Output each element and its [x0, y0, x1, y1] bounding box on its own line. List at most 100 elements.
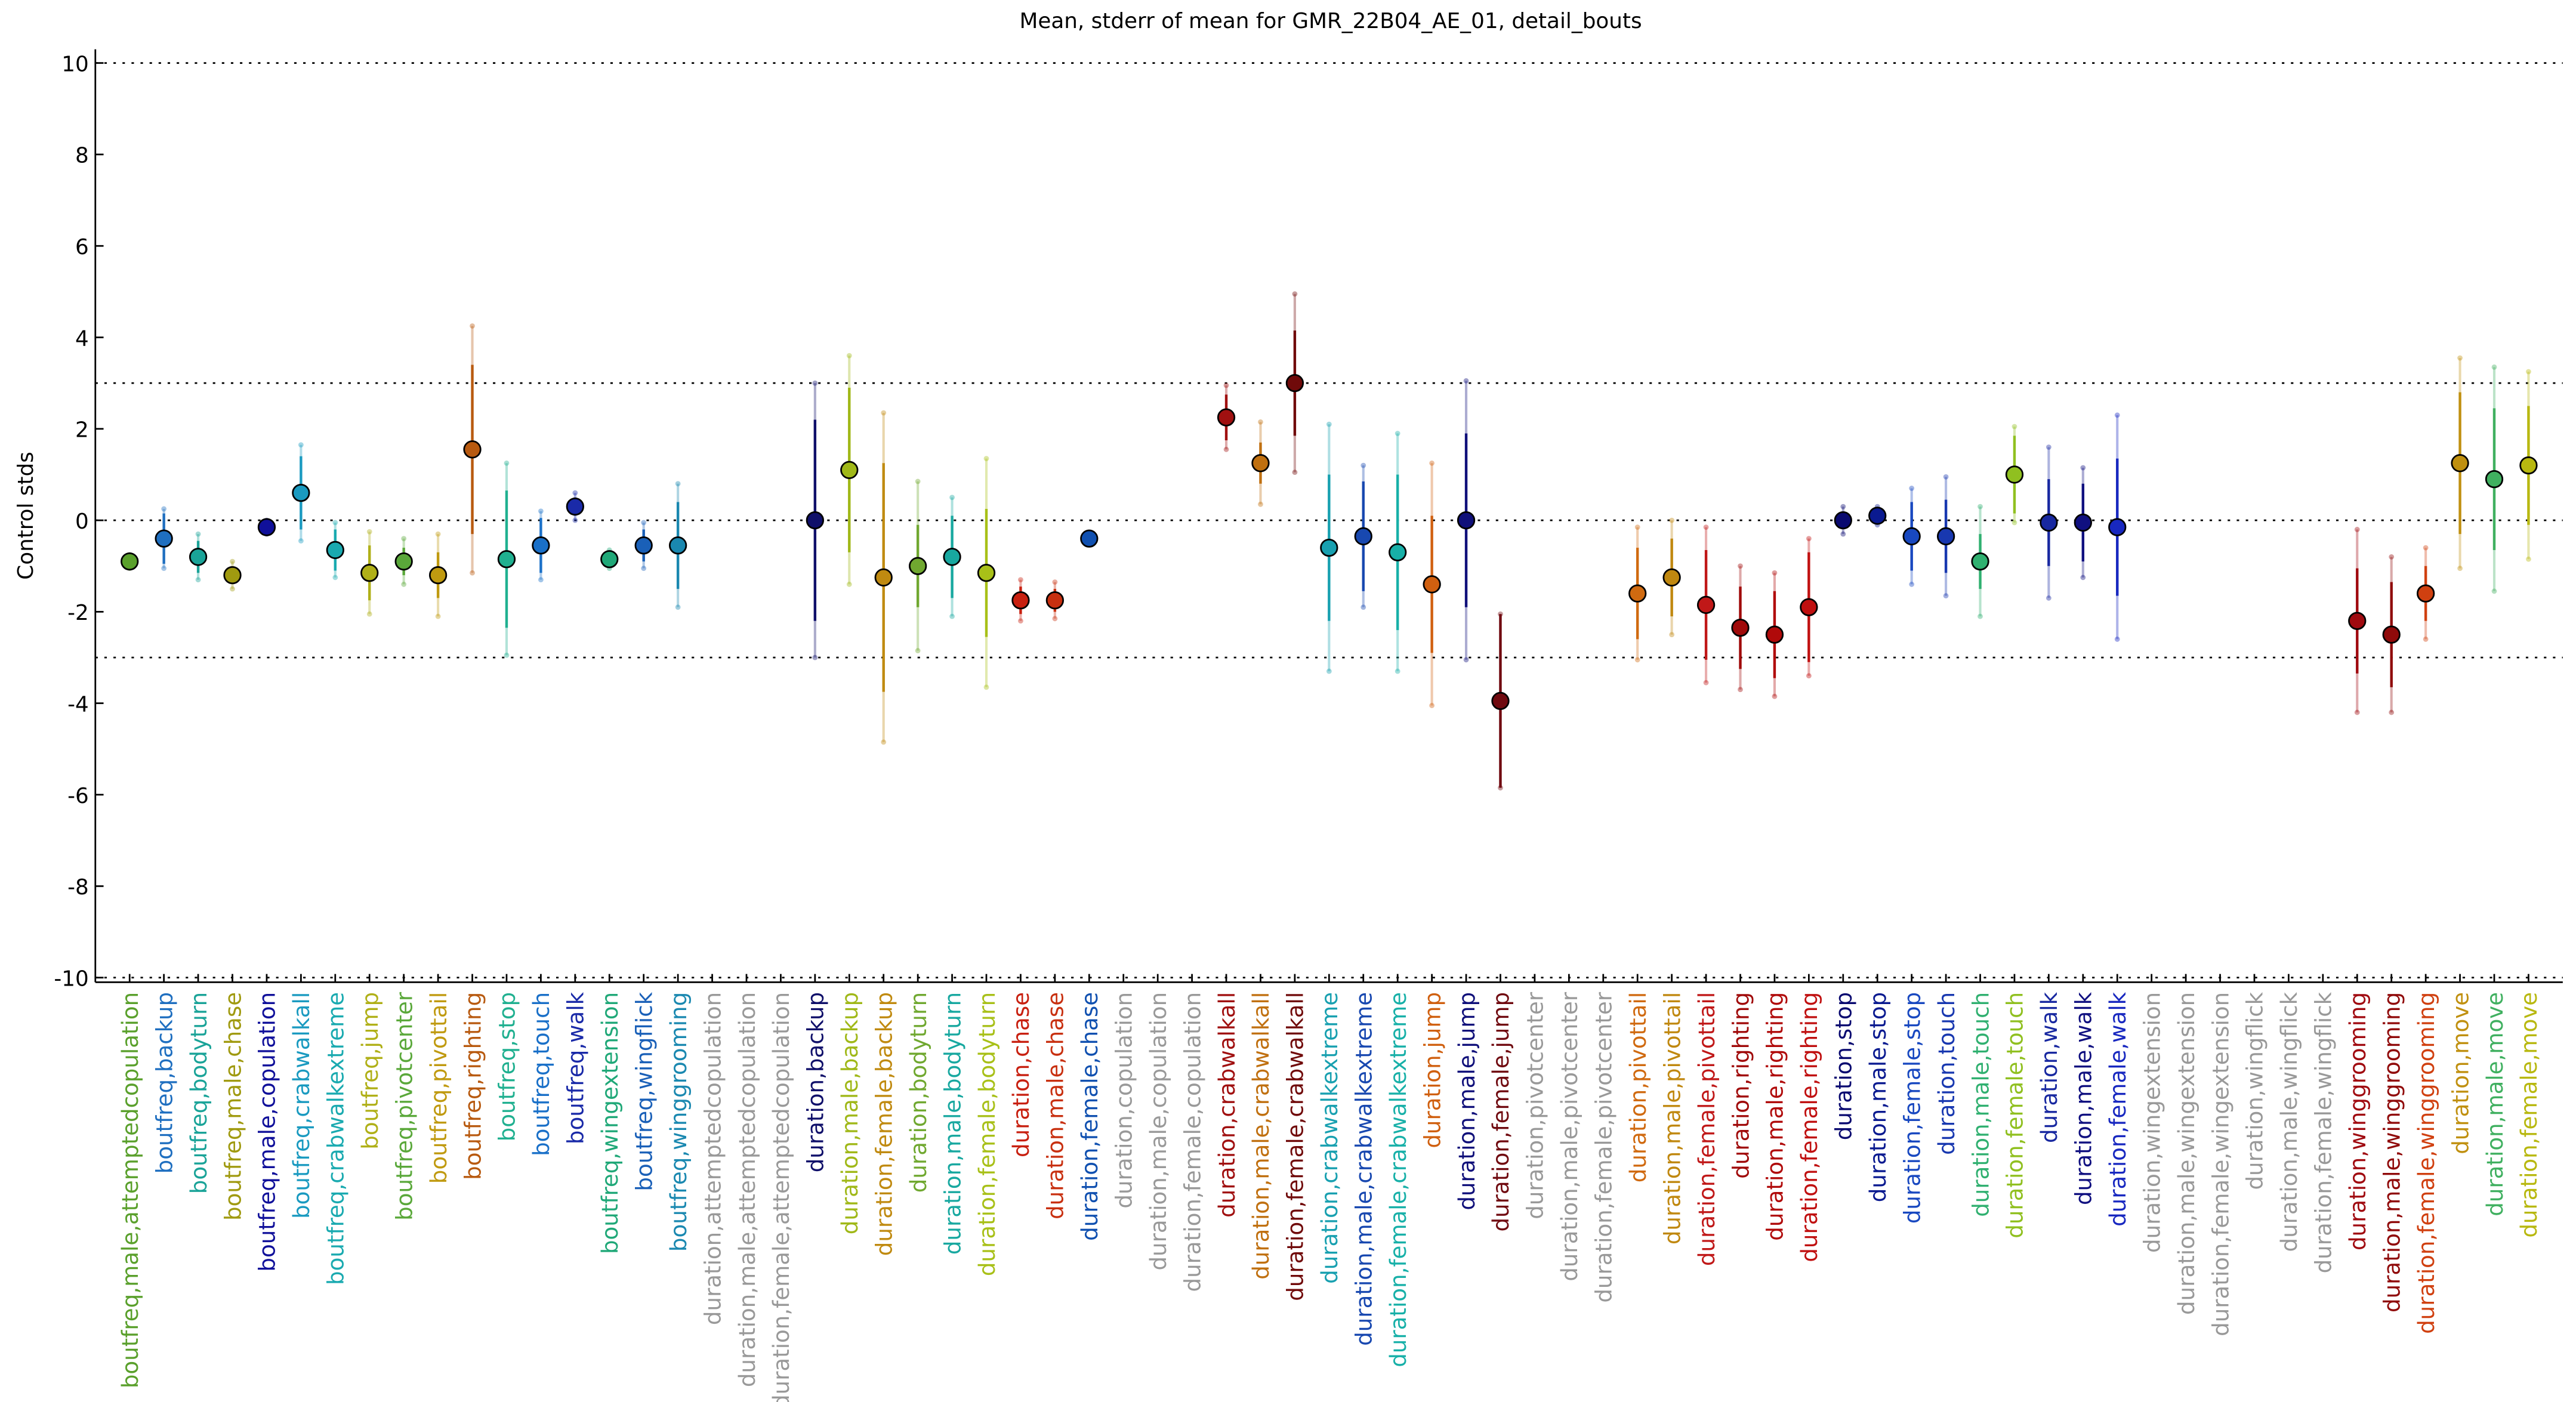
x-tick-label: boutfreq,pivotcenter	[391, 992, 417, 1221]
mean-marker	[1354, 527, 1372, 546]
x-tick-label: duration,male,copulation	[1146, 992, 1171, 1271]
mean-marker	[360, 564, 379, 582]
mean-marker	[2485, 470, 2504, 489]
x-tick-label: duration,copulation	[1112, 992, 1137, 1209]
x-tick-label: duration,jump	[1420, 992, 1445, 1148]
outer-error-cap	[1326, 421, 1332, 427]
x-tick-label: duration,female,crabwalkextreme	[1386, 992, 1411, 1367]
x-tick-label: boutfreq,crabwalkextreme	[323, 992, 349, 1285]
outer-error-cap	[2389, 709, 2395, 715]
outer-error-cap	[949, 613, 955, 619]
mean-marker	[1868, 507, 1887, 525]
outer-error-cap	[572, 490, 578, 496]
outer-error-cap	[470, 323, 475, 329]
x-tick-label: duration,bodyturn	[906, 992, 931, 1193]
x-tick-label: duration,crabwalkall	[1214, 992, 1240, 1218]
x-tick-label: duration,pivotcenter	[1523, 992, 1548, 1219]
outer-error-cap	[1703, 680, 1709, 685]
outer-error-cap	[1395, 431, 1400, 436]
y-axis-label: Control stds	[14, 452, 38, 580]
x-tick-label: duration,touch	[1934, 992, 1960, 1155]
mean-marker	[257, 518, 276, 536]
mean-marker	[326, 541, 344, 560]
x-tick-label: duration,male,wingextension	[2174, 992, 2199, 1315]
mean-marker	[2451, 454, 2469, 473]
outer-error-cap	[2046, 595, 2051, 601]
x-tick-label: duration,female,righting	[1797, 992, 1822, 1262]
outer-error-cap	[572, 517, 578, 523]
outer-error-cap	[1909, 582, 1915, 587]
x-tick-label: duration,male,move	[2482, 992, 2508, 1216]
outer-error-cap	[1977, 613, 1983, 619]
mean-marker	[1765, 625, 1784, 644]
outer-error-cap	[504, 460, 510, 466]
outer-error-cap	[1292, 470, 1298, 475]
outer-error-cap	[195, 577, 201, 583]
y-tick-label: 8	[75, 144, 89, 168]
mean-marker	[1662, 568, 1681, 587]
mean-marker	[532, 536, 550, 555]
outer-error-cap	[1772, 693, 1778, 699]
outer-error-cap	[949, 495, 955, 501]
outer-error-cap	[2354, 709, 2360, 715]
outer-error-cap	[812, 654, 818, 660]
outer-error-cap	[1772, 570, 1778, 576]
outer-error-cap	[1669, 632, 1675, 638]
mean-marker	[806, 511, 824, 530]
outer-error-cap	[1840, 504, 1846, 509]
y-tick-label: -6	[67, 784, 89, 808]
outer-error-cap	[1361, 462, 1366, 468]
outer-error-cap	[332, 520, 338, 526]
outer-error-cap	[1258, 419, 1263, 425]
y-tick-label: 6	[75, 235, 89, 260]
outer-error-cap	[2114, 637, 2120, 642]
x-tick-label: boutfreq,bodyturn	[186, 992, 212, 1194]
x-tick-label: duration,chase	[1008, 992, 1034, 1157]
mean-marker	[155, 529, 173, 548]
x-tick-label: duration,male,bodyturn	[940, 992, 965, 1255]
outer-error-cap	[2457, 355, 2463, 361]
outer-error-cap	[1909, 486, 1915, 491]
outer-error-cap	[1223, 446, 1229, 452]
outer-error-cap	[846, 353, 852, 359]
x-tick-label: duration,female,pivotcenter	[1591, 992, 1617, 1303]
outer-error-cap	[1634, 524, 1640, 530]
outer-error-cap	[504, 652, 510, 658]
x-tick-label: boutfreq,wingextension	[597, 992, 623, 1254]
y-tick-label: 4	[75, 326, 89, 351]
outer-error-cap	[915, 648, 921, 653]
x-tick-label: duration,female,wingflick	[2311, 992, 2337, 1273]
mean-marker	[1045, 591, 1065, 610]
mean-marker	[1971, 552, 1989, 571]
mean-marker	[2108, 518, 2127, 536]
x-tick-label: boutfreq,righting	[460, 992, 486, 1180]
x-tick-label: duration,female,attemptedcopulation	[769, 992, 794, 1402]
outer-error-cap	[2114, 412, 2120, 418]
y-tick-label: 0	[75, 509, 89, 534]
x-tick-label: duration,female,touch	[2003, 992, 2028, 1239]
outer-error-cap	[1703, 524, 1709, 530]
outer-error-cap	[366, 611, 372, 617]
outer-error-cap	[1634, 657, 1640, 663]
outer-error-cap	[1395, 668, 1400, 674]
x-tick-label: boutfreq,jump	[357, 992, 383, 1150]
y-tick-label: 10	[61, 52, 89, 76]
x-tick-label: duration,righting	[1728, 992, 1754, 1179]
outer-error-cap	[1738, 563, 1743, 569]
outer-error-cap	[2389, 554, 2395, 560]
outer-error-cap	[1018, 577, 1023, 583]
mean-marker	[428, 566, 448, 585]
outer-error-cap	[298, 538, 304, 544]
outer-error-cap	[2491, 588, 2497, 594]
x-tick-label: duration,male,righting	[1763, 992, 1788, 1241]
mean-marker	[1628, 584, 1647, 603]
x-tick-label: duration,male,pivottail	[1659, 992, 1685, 1244]
x-tick-label: duration,female,chase	[1077, 992, 1103, 1241]
x-tick-label: duration,female,bodyturn	[974, 992, 1000, 1276]
x-tick-label: duration,male,backup	[837, 992, 863, 1234]
x-tick-label: boutfreq,male,chase	[220, 992, 246, 1221]
outer-error-cap	[2080, 575, 2086, 580]
mean-marker	[1491, 691, 1510, 711]
outer-error-cap	[2457, 566, 2463, 572]
